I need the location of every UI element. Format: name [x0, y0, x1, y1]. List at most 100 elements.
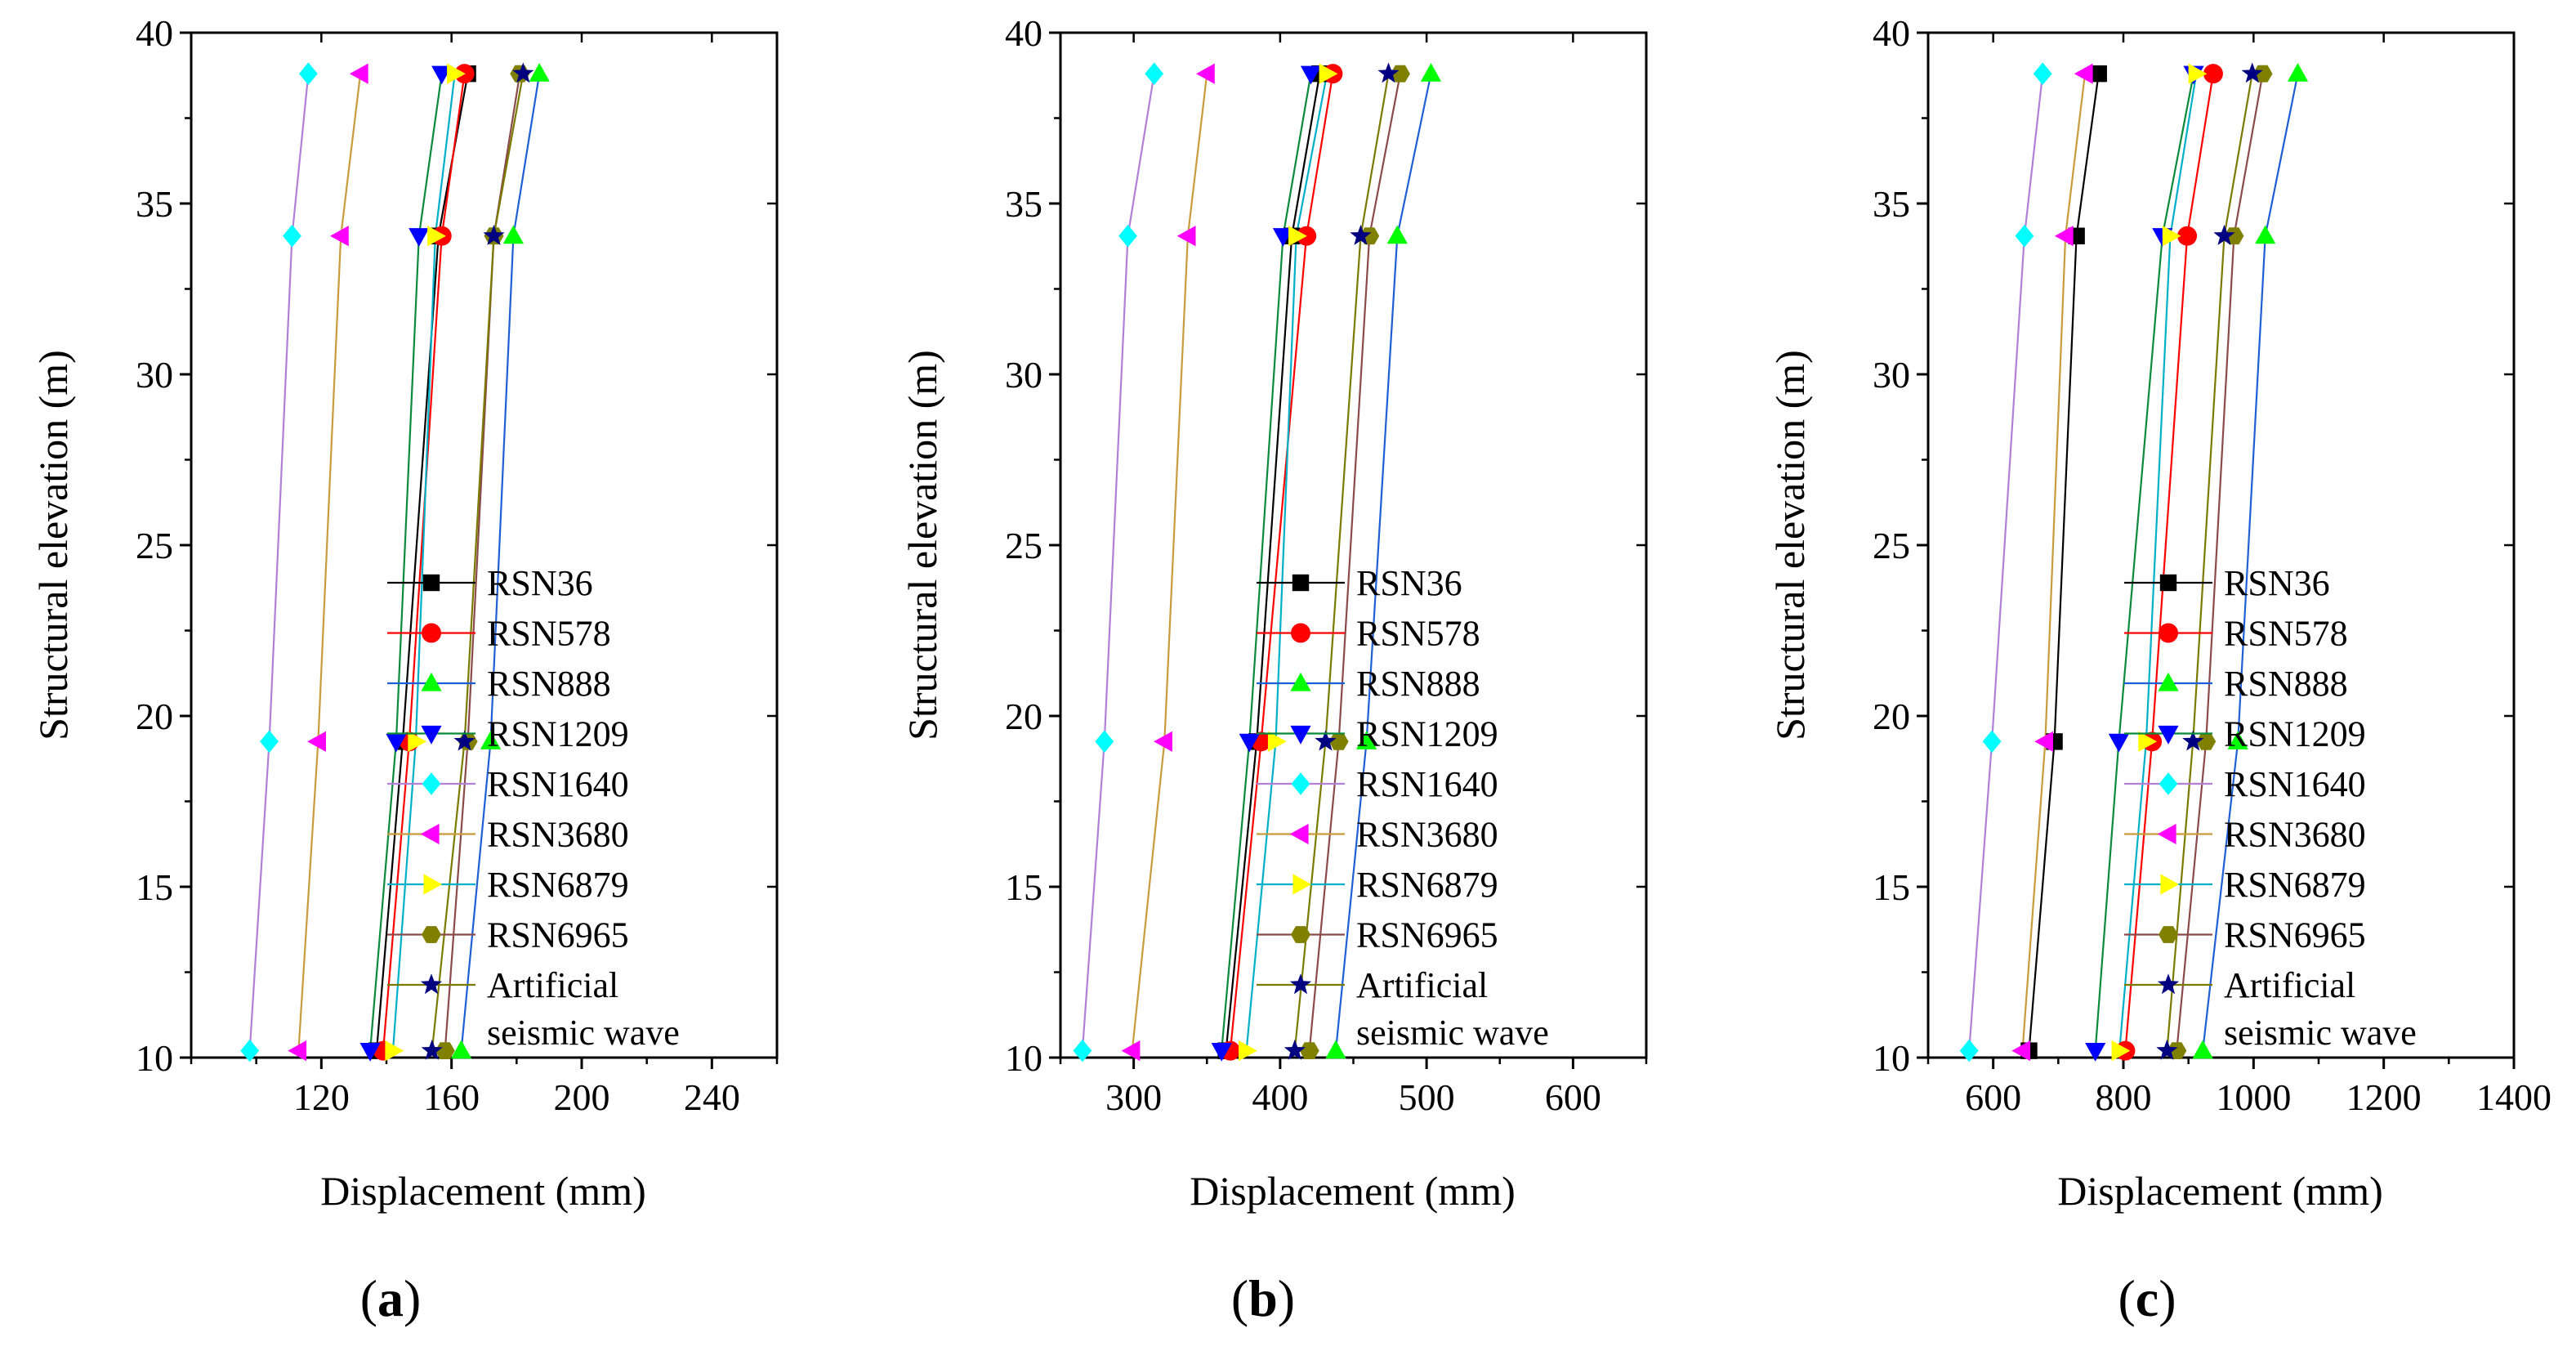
data-point — [2108, 733, 2129, 753]
y-tick-label: 40 — [1005, 12, 1042, 54]
data-point — [447, 63, 466, 84]
x-tick-label: 1000 — [2216, 1076, 2291, 1118]
data-point — [386, 733, 407, 753]
legend-marker — [422, 574, 440, 592]
data-point — [2156, 1039, 2178, 1060]
data-point — [1196, 63, 1215, 84]
x-tick-label: 200 — [554, 1076, 610, 1118]
legend-label: RSN888 — [487, 664, 611, 704]
panel-label: (b) — [1231, 1269, 1295, 1327]
data-point — [1154, 731, 1172, 752]
data-point — [1350, 224, 1372, 245]
data-point — [2074, 63, 2093, 84]
y-tick-label: 20 — [1005, 696, 1042, 737]
series-line-rsn1640 — [1081, 74, 1155, 1051]
legend-marker — [420, 823, 440, 845]
panel-letter: b — [1248, 1269, 1278, 1327]
legend-label: RSN578 — [1356, 614, 1480, 654]
legend-label: RSN3680 — [487, 815, 629, 855]
legend-label: RSN1209 — [2224, 714, 2366, 754]
legend-marker — [421, 725, 442, 745]
data-point — [385, 1040, 404, 1062]
legend-marker — [423, 874, 443, 895]
legend-label: RSN6879 — [2224, 865, 2366, 905]
y-tick-label: 10 — [1005, 1037, 1042, 1079]
data-point — [349, 63, 368, 84]
data-point — [408, 228, 430, 247]
x-tick-label: 500 — [1399, 1076, 1455, 1118]
y-tick-label: 35 — [1873, 183, 1910, 225]
panel-label: (c) — [2118, 1269, 2176, 1327]
data-point — [299, 62, 318, 85]
data-point — [2111, 1040, 2131, 1062]
series-line-rsn3680 — [1131, 74, 1208, 1051]
legend-label: Artificial — [487, 965, 618, 1005]
y-axis-label: Structural elevation (m) — [1767, 350, 1813, 740]
chart-panel-a: 10 15 20 25 30 35 40 120 160 200 240 Displacement (… — [30, 12, 779, 1327]
legend-label: RSN6965 — [2224, 915, 2366, 955]
y-tick-label: 10 — [1873, 1037, 1910, 1079]
data-point — [2182, 730, 2204, 751]
data-point — [1959, 1039, 1979, 1062]
data-point — [2255, 225, 2276, 244]
series-line-rsn578 — [382, 74, 466, 1051]
legend-marker — [422, 926, 441, 943]
x-tick-label: 600 — [1545, 1076, 1601, 1118]
y-tick-label: 40 — [136, 12, 173, 54]
data-point — [2192, 1040, 2213, 1059]
data-point — [421, 1039, 443, 1060]
data-point — [1272, 228, 1294, 247]
series-line-rsn3680 — [2021, 74, 2087, 1051]
series-line-rsn888 — [2202, 73, 2299, 1051]
y-tick-label: 15 — [136, 866, 173, 908]
y-tick-label: 10 — [136, 1037, 173, 1079]
series-line-rsn578 — [2124, 74, 2214, 1051]
legend-label: RSN1640 — [1356, 764, 1498, 804]
data-point — [512, 62, 534, 83]
legend-marker — [1289, 823, 1309, 845]
data-point — [2188, 63, 2208, 84]
legend-label: RSN1640 — [2224, 764, 2366, 804]
legend-marker — [1291, 772, 1310, 795]
data-point — [1288, 226, 1307, 247]
series-line-artificial-seismic-wave — [431, 74, 525, 1051]
series-line-rsn3680 — [297, 74, 362, 1051]
x-tick-label: 400 — [1252, 1076, 1308, 1118]
series-line-rsn6879 — [391, 74, 456, 1051]
data-point — [451, 1040, 472, 1059]
legend-label: RSN6879 — [487, 865, 629, 905]
data-point — [2090, 65, 2107, 83]
legend-marker — [1292, 574, 1310, 592]
legend-marker — [2158, 672, 2179, 691]
legend-label: RSN6965 — [1356, 915, 1498, 955]
series-line-rsn6965 — [2176, 74, 2264, 1051]
data-point — [483, 224, 505, 245]
data-point — [408, 731, 427, 752]
legend-label: RSN578 — [487, 614, 611, 654]
legend-marker — [1290, 725, 1311, 745]
plot-frame — [1926, 31, 2516, 1059]
data-point — [307, 731, 326, 752]
data-point — [1121, 1040, 1141, 1062]
data-point — [330, 226, 349, 247]
series-line-rsn6879 — [1245, 73, 1328, 1051]
legend-marker — [1292, 874, 1312, 895]
legend-marker — [1291, 623, 1310, 643]
y-axis-label: Structural elevation (m) — [30, 350, 76, 740]
y-tick-label: 20 — [136, 696, 173, 737]
data-point — [1325, 1040, 1346, 1059]
data-point — [1420, 63, 1442, 82]
data-point — [1299, 1042, 1319, 1059]
x-tick-label: 600 — [1965, 1076, 2021, 1118]
data-point — [2033, 62, 2052, 85]
data-point — [1145, 62, 1164, 85]
data-point — [1356, 731, 1377, 749]
y-tick-label: 15 — [1005, 866, 1042, 908]
legend-label: RSN1209 — [1356, 714, 1498, 754]
x-tick-label: 800 — [2096, 1076, 2152, 1118]
legend-marker — [2159, 772, 2178, 795]
legend-marker — [2157, 823, 2176, 845]
data-point — [1211, 1043, 1232, 1062]
data-point — [1239, 733, 1260, 753]
